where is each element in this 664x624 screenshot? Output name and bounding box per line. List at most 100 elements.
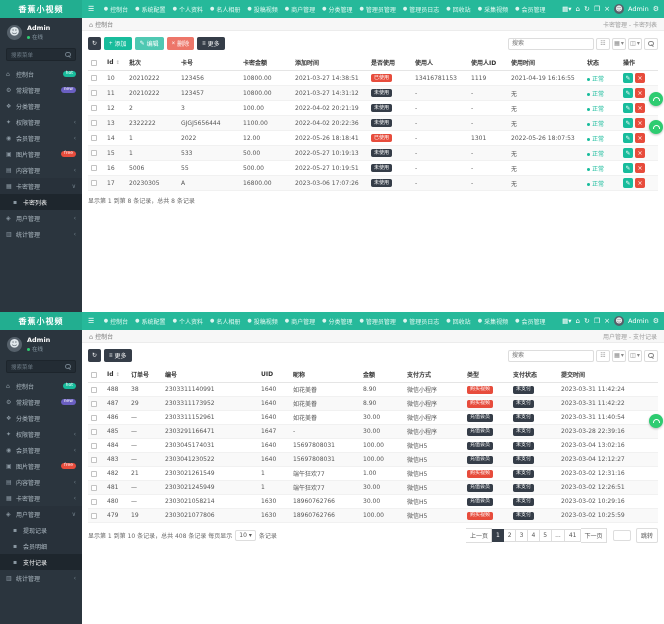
sidebar-menu-item[interactable]: ▦ 卡密管理 ∨ — [0, 178, 82, 194]
breadcrumb[interactable]: ⌂ 控制台 — [89, 20, 114, 29]
home-icon[interactable]: ⌂ — [575, 5, 580, 13]
row-delete-button[interactable]: × — [635, 148, 645, 158]
row-edit-button[interactable]: ✎ — [623, 103, 633, 113]
col-order[interactable]: 订单号 — [128, 367, 162, 383]
add-button[interactable]: + 添加 — [104, 37, 132, 50]
row-checkbox[interactable] — [91, 428, 97, 435]
row-edit-button[interactable]: ✎ — [623, 118, 633, 128]
service-fab-button[interactable] — [649, 92, 663, 106]
row-edit-button[interactable]: ✎ — [623, 163, 633, 173]
sidebar-menu-item[interactable]: ◈ 用户管理 ‹ — [0, 210, 82, 226]
sidebar-menu-item[interactable]: ⚙ 常规管理 new — [0, 82, 82, 98]
top-nav-item[interactable]: ● 会员管理 — [512, 0, 549, 18]
filter-button[interactable]: ☷ — [596, 349, 610, 362]
row-checkbox[interactable] — [91, 484, 97, 491]
page-button[interactable]: 下一页 — [580, 528, 607, 543]
top-nav-item[interactable]: ● 管理员日志 — [399, 312, 442, 330]
fullscreen-icon[interactable]: ❐ — [593, 5, 601, 13]
top-nav-item[interactable]: ● 商户管理 — [281, 312, 318, 330]
col-time[interactable]: 提交时间 — [558, 367, 658, 383]
search-button[interactable] — [644, 349, 658, 362]
col-add-time[interactable]: 添加时间 — [292, 55, 368, 71]
row-checkbox[interactable] — [91, 90, 97, 96]
apps-dropdown[interactable]: ▦▾ — [562, 5, 572, 13]
row-edit-button[interactable]: ✎ — [623, 178, 633, 188]
service-fab-button-2[interactable] — [649, 120, 663, 134]
home-icon[interactable]: ⌂ — [575, 317, 580, 325]
top-nav-item[interactable]: ● 管理员管理 — [356, 0, 399, 18]
top-nav-item[interactable]: ● 回收站 — [443, 0, 474, 18]
sidebar-search-input[interactable]: 搜索菜单 — [6, 48, 76, 61]
sidebar-menu-item[interactable]: ❖ 分类管理 — [0, 410, 82, 426]
select-all-checkbox[interactable] — [91, 371, 97, 378]
sidebar-menu-item[interactable]: ▦ 卡密管理 ‹ — [0, 490, 82, 506]
sidebar-menu-item[interactable]: ◉ 会员管理 ‹ — [0, 130, 82, 146]
columns-dropdown-button[interactable]: ▦ ▾ — [612, 349, 626, 362]
row-edit-button[interactable]: ✎ — [623, 148, 633, 158]
col-use-time[interactable]: 使用时间 — [508, 55, 584, 71]
search-icon[interactable] — [65, 51, 71, 58]
row-checkbox[interactable] — [91, 512, 97, 519]
row-edit-button[interactable]: ✎ — [623, 88, 633, 98]
row-checkbox[interactable] — [91, 400, 97, 407]
top-nav-item[interactable]: ● 投稿视频 — [244, 312, 281, 330]
row-checkbox[interactable] — [91, 120, 97, 126]
close-icon[interactable]: × — [604, 5, 610, 13]
sidebar-menu-item[interactable]: ▤ 内容管理 ‹ — [0, 474, 82, 490]
row-delete-button[interactable]: × — [635, 88, 645, 98]
sidebar-menu-item[interactable]: ▥ 统计管理 ‹ — [0, 226, 82, 242]
page-button[interactable]: 3 — [516, 529, 528, 542]
row-checkbox[interactable] — [91, 414, 97, 421]
gear-icon[interactable]: ⚙ — [652, 5, 659, 13]
top-nav-item[interactable]: ● 控制台 — [100, 312, 131, 330]
top-nav-item[interactable]: ● 采集视频 — [474, 312, 511, 330]
sidebar-menu-item[interactable]: ▣ 图片管理 free — [0, 146, 82, 162]
user-avatar[interactable]: ☻ — [614, 316, 624, 326]
export-dropdown-button[interactable]: ◫ ▾ — [628, 37, 642, 50]
row-checkbox[interactable] — [91, 165, 97, 171]
row-checkbox[interactable] — [91, 75, 97, 81]
col-amount[interactable]: 金额 — [360, 367, 404, 383]
col-id[interactable]: Id ↕ — [104, 55, 126, 71]
sidebar-menu-item[interactable]: ▪ 会员明细 — [0, 538, 82, 554]
row-checkbox[interactable] — [91, 386, 97, 393]
page-jump-button[interactable]: 跳转 — [635, 528, 658, 543]
more-button[interactable]: ≡ 更多 — [197, 37, 225, 50]
row-delete-button[interactable]: × — [635, 73, 645, 83]
search-icon[interactable] — [65, 363, 71, 370]
fullscreen-icon[interactable]: ❐ — [593, 317, 601, 325]
top-nav-item[interactable]: ● 系统配置 — [132, 312, 169, 330]
refresh-button[interactable]: ↻ — [88, 349, 102, 362]
page-button[interactable]: ... — [551, 529, 566, 542]
search-input[interactable] — [508, 37, 594, 50]
page-button[interactable]: 上一页 — [466, 528, 493, 543]
page-button[interactable]: 5 — [539, 529, 552, 542]
top-nav-item[interactable]: ● 投稿视频 — [244, 0, 281, 18]
sidebar-menu-item[interactable]: ◉ 会员管理 ‹ — [0, 442, 82, 458]
sidebar-menu-item[interactable]: ▤ 内容管理 ‹ — [0, 162, 82, 178]
top-nav-item[interactable]: ● 采集视频 — [474, 0, 511, 18]
col-status[interactable]: 支付状态 — [510, 367, 558, 383]
row-delete-button[interactable]: × — [635, 118, 645, 128]
top-nav-item[interactable]: ● 商户管理 — [281, 0, 318, 18]
top-nav-item[interactable]: ● 分类管理 — [319, 0, 356, 18]
edit-button[interactable]: ✎ 编辑 — [134, 37, 164, 50]
top-nav-item[interactable]: ● 名人相册 — [206, 312, 243, 330]
page-button[interactable]: 2 — [504, 529, 517, 542]
row-checkbox[interactable] — [91, 498, 97, 505]
top-nav-item[interactable]: ● 控制台 — [100, 0, 131, 18]
page-button[interactable]: 41 — [565, 529, 581, 542]
col-card[interactable]: 卡号 — [178, 55, 240, 71]
sidebar-menu-item[interactable]: ✦ 权限管理 ‹ — [0, 114, 82, 130]
row-checkbox[interactable] — [91, 470, 97, 477]
close-icon[interactable]: × — [604, 317, 610, 325]
page-button[interactable]: 4 — [527, 529, 540, 542]
sidebar-menu-item[interactable]: ❖ 分类管理 — [0, 98, 82, 114]
row-delete-button[interactable]: × — [635, 163, 645, 173]
refresh-icon[interactable]: ↻ — [583, 317, 590, 325]
filter-button[interactable]: ☷ — [596, 37, 610, 50]
row-checkbox[interactable] — [91, 180, 97, 186]
sidebar-menu-item[interactable]: ⌂ 控制台 hot — [0, 378, 82, 394]
sidebar-menu-item[interactable]: ✦ 权限管理 ‹ — [0, 426, 82, 442]
sidebar-menu-item[interactable]: ▪ 卡密列表 — [0, 194, 82, 210]
